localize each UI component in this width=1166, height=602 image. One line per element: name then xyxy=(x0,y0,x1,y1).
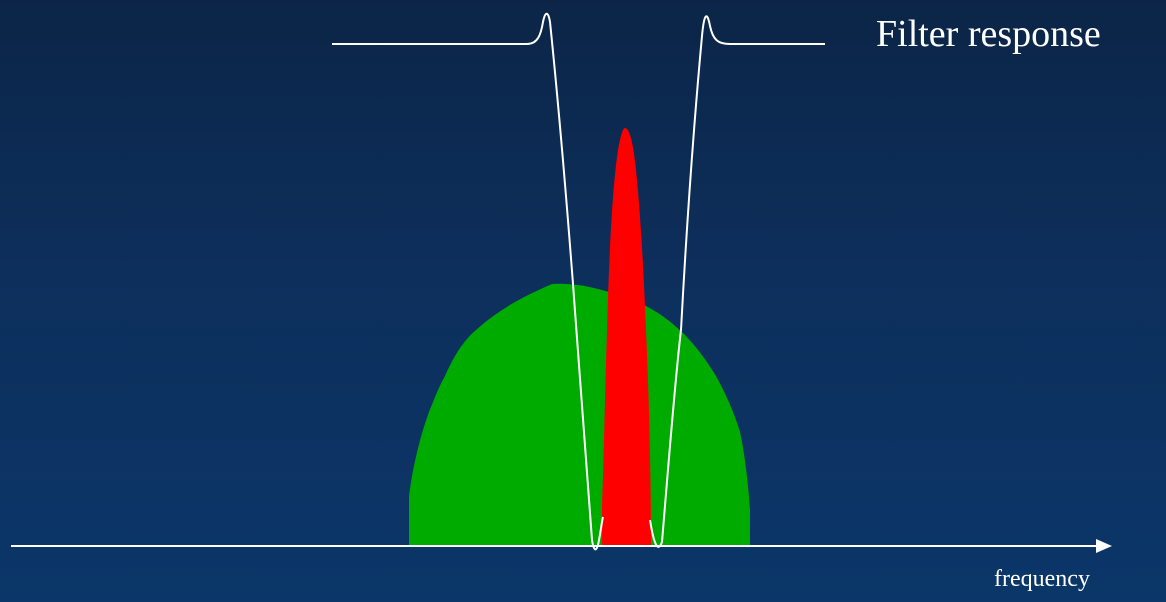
narrow-peak-shape xyxy=(602,128,651,546)
axis-arrowhead xyxy=(1096,539,1112,553)
filter-response-label: Filter response xyxy=(876,13,1101,55)
filter-response-curve xyxy=(332,12,825,551)
broad-spectrum-shape xyxy=(409,283,750,546)
frequency-axis-label: frequency xyxy=(994,566,1090,592)
